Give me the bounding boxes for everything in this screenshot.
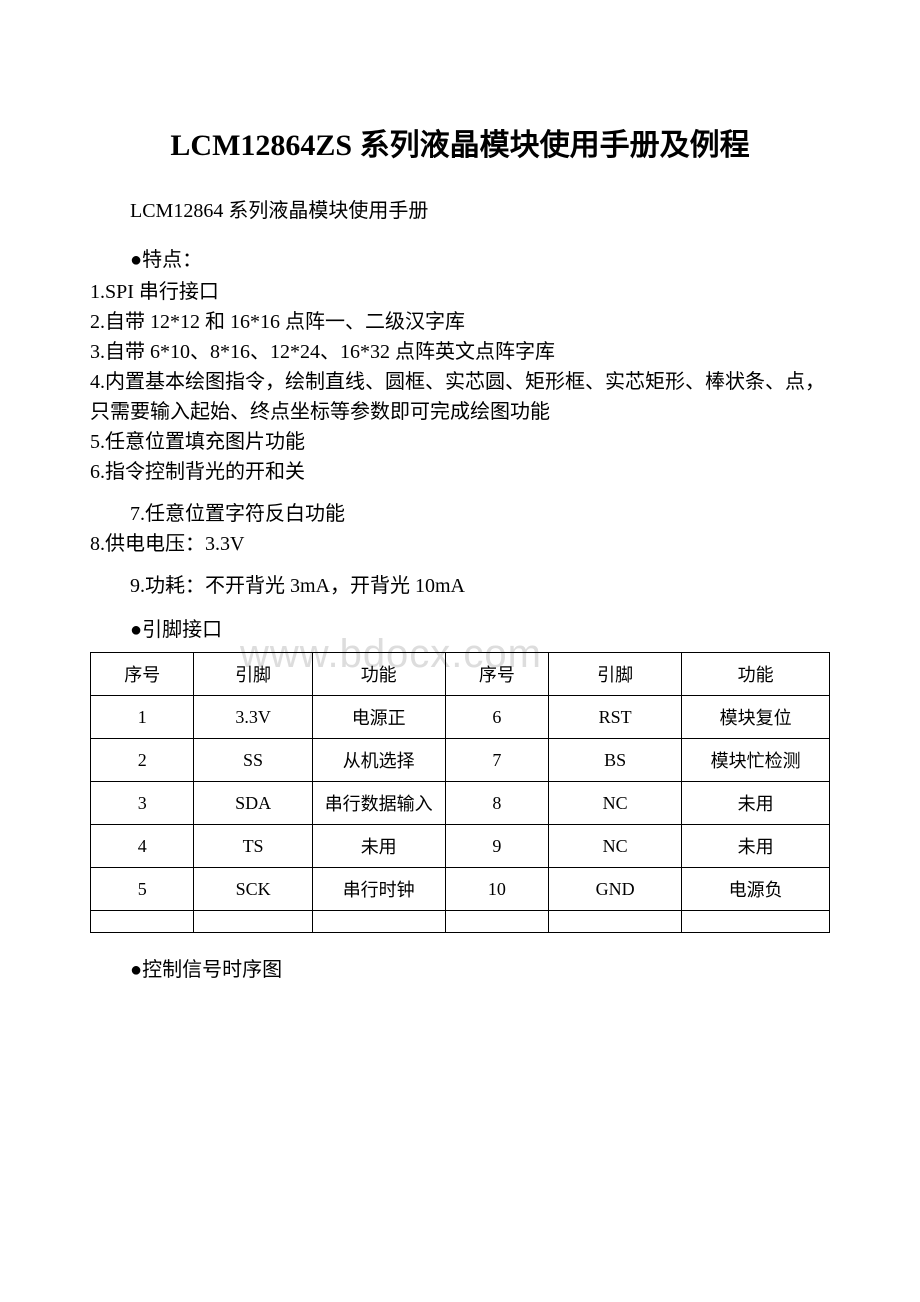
table-cell: TS bbox=[194, 825, 312, 868]
table-header: 引脚 bbox=[194, 653, 312, 696]
table-row: 3 SDA 串行数据输入 8 NC 未用 bbox=[91, 782, 830, 825]
table-cell: GND bbox=[549, 868, 682, 911]
table-cell: 6 bbox=[445, 696, 548, 739]
feature-line: 9.功耗：不开背光 3mA，开背光 10mA bbox=[90, 571, 830, 601]
timing-header: ●控制信号时序图 bbox=[90, 953, 830, 982]
table-cell: 9 bbox=[445, 825, 548, 868]
table-cell: 3 bbox=[91, 782, 194, 825]
table-cell: 串行时钟 bbox=[312, 868, 445, 911]
table-cell: 未用 bbox=[312, 825, 445, 868]
table-header: 功能 bbox=[682, 653, 830, 696]
table-cell: RST bbox=[549, 696, 682, 739]
table-cell bbox=[549, 911, 682, 933]
table-row: 4 TS 未用 9 NC 未用 bbox=[91, 825, 830, 868]
table-cell: SCK bbox=[194, 868, 312, 911]
features-block: ●特点： 1.SPI 串行接口 2.自带 12*12 和 16*16 点阵一、二… bbox=[90, 243, 830, 487]
table-cell: 7 bbox=[445, 739, 548, 782]
table-cell: NC bbox=[549, 782, 682, 825]
table-row-empty bbox=[91, 911, 830, 933]
feature-line: 3.自带 6*10、8*16、12*24、16*32 点阵英文点阵字库 bbox=[90, 337, 830, 367]
table-cell bbox=[91, 911, 194, 933]
table-cell: 串行数据输入 bbox=[312, 782, 445, 825]
table-cell: BS bbox=[549, 739, 682, 782]
table-header: 序号 bbox=[445, 653, 548, 696]
table-body: 1 3.3V 电源正 6 RST 模块复位 2 SS 从机选择 7 BS 模块忙… bbox=[91, 696, 830, 933]
table-cell: 8 bbox=[445, 782, 548, 825]
table-row: 2 SS 从机选择 7 BS 模块忙检测 bbox=[91, 739, 830, 782]
table-row: 1 3.3V 电源正 6 RST 模块复位 bbox=[91, 696, 830, 739]
table-cell: 3.3V bbox=[194, 696, 312, 739]
table-cell bbox=[194, 911, 312, 933]
table-cell: 模块忙检测 bbox=[682, 739, 830, 782]
table-cell bbox=[312, 911, 445, 933]
feature-line: 8.供电电压：3.3V bbox=[90, 529, 830, 559]
main-title: LCM12864ZS 系列液晶模块使用手册及例程 bbox=[90, 120, 830, 164]
table-row: 5 SCK 串行时钟 10 GND 电源负 bbox=[91, 868, 830, 911]
table-cell: 未用 bbox=[682, 825, 830, 868]
table-cell: 1 bbox=[91, 696, 194, 739]
document-content: LCM12864ZS 系列液晶模块使用手册及例程 LCM12864 系列液晶模块… bbox=[90, 120, 830, 982]
table-cell: 2 bbox=[91, 739, 194, 782]
feature-line: 4.内置基本绘图指令，绘制直线、圆框、实芯圆、矩形框、实芯矩形、棒状条、点，只需… bbox=[90, 367, 830, 427]
table-cell: 从机选择 bbox=[312, 739, 445, 782]
pin-header: ●引脚接口 bbox=[90, 613, 830, 642]
table-cell bbox=[682, 911, 830, 933]
table-cell: 电源正 bbox=[312, 696, 445, 739]
feature-line: 2.自带 12*12 和 16*16 点阵一、二级汉字库 bbox=[90, 307, 830, 337]
features-block-2: 7.任意位置字符反白功能 8.供电电压：3.3V bbox=[90, 499, 830, 559]
features-header: ●特点： bbox=[90, 243, 830, 272]
table-cell: 电源负 bbox=[682, 868, 830, 911]
table-cell: 模块复位 bbox=[682, 696, 830, 739]
table-cell: SS bbox=[194, 739, 312, 782]
table-cell: NC bbox=[549, 825, 682, 868]
feature-line: 5.任意位置填充图片功能 bbox=[90, 427, 830, 457]
pin-table: 序号 引脚 功能 序号 引脚 功能 1 3.3V 电源正 6 RST 模块复位 … bbox=[90, 652, 830, 933]
table-cell: 未用 bbox=[682, 782, 830, 825]
table-cell: 4 bbox=[91, 825, 194, 868]
feature-line: 1.SPI 串行接口 bbox=[90, 277, 830, 307]
table-header: 功能 bbox=[312, 653, 445, 696]
table-header: 引脚 bbox=[549, 653, 682, 696]
table-cell bbox=[445, 911, 548, 933]
table-cell: 10 bbox=[445, 868, 548, 911]
table-header: 序号 bbox=[91, 653, 194, 696]
table-cell: SDA bbox=[194, 782, 312, 825]
subtitle: LCM12864 系列液晶模块使用手册 bbox=[90, 194, 830, 223]
table-cell: 5 bbox=[91, 868, 194, 911]
table-header-row: 序号 引脚 功能 序号 引脚 功能 bbox=[91, 653, 830, 696]
feature-line: 7.任意位置字符反白功能 bbox=[90, 499, 830, 529]
feature-line: 6.指令控制背光的开和关 bbox=[90, 457, 830, 487]
